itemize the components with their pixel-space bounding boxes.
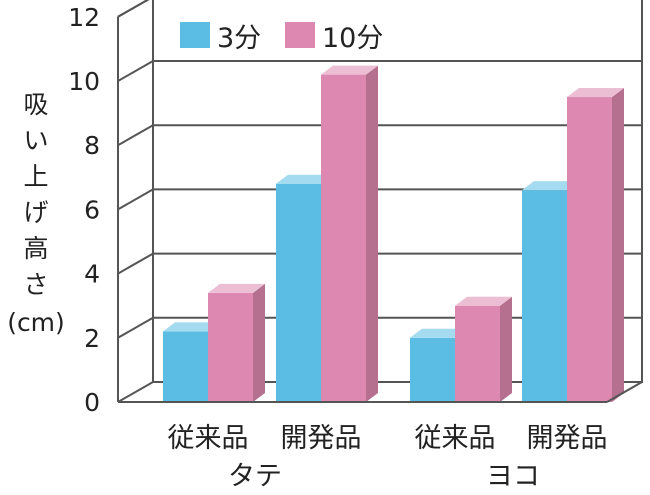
grid-depth-line bbox=[117, 381, 154, 403]
x-category-label: 開発品 bbox=[281, 423, 362, 454]
grid-depth-line bbox=[117, 316, 154, 339]
grid-depth-line bbox=[117, 252, 154, 275]
y-axis-top-depth bbox=[117, 0, 150, 18]
grid-depth-line bbox=[117, 124, 154, 147]
bar-10min-3 bbox=[567, 88, 624, 403]
y-tick-label: 4 bbox=[84, 260, 100, 289]
x-category-label: 開発品 bbox=[527, 423, 608, 454]
y-tick-label: 6 bbox=[84, 195, 100, 224]
y-tick-label: 10 bbox=[68, 67, 100, 96]
y-tick-label: 0 bbox=[84, 388, 100, 417]
grid-depth-line bbox=[117, 60, 154, 82]
legend: 3分 10分 bbox=[180, 22, 383, 54]
y-tick-label: 2 bbox=[84, 324, 100, 353]
x-group-label: タテ bbox=[228, 461, 282, 492]
x-group-label: ヨコ bbox=[486, 461, 540, 492]
x-category-label: 従来品 bbox=[168, 423, 249, 454]
legend-label-10min: 10分 bbox=[322, 23, 383, 54]
bar-10min-2 bbox=[455, 296, 512, 402]
bars bbox=[163, 65, 624, 403]
bar-10min-0 bbox=[208, 283, 265, 402]
x-axis-right-depth bbox=[606, 381, 643, 403]
axes bbox=[117, 0, 643, 403]
bar-10min-1 bbox=[321, 65, 378, 402]
y-tick-label: 8 bbox=[84, 131, 100, 160]
legend-label-3min: 3分 bbox=[217, 23, 261, 54]
legend-swatch-10min bbox=[285, 22, 315, 48]
x-category-label: 従来品 bbox=[415, 423, 496, 454]
grid-depth-line bbox=[117, 188, 154, 211]
y-tick-label: 12 bbox=[68, 3, 100, 32]
y-axis-label: 吸い上げ高さ(cm) bbox=[7, 90, 65, 337]
legend-swatch-3min bbox=[180, 22, 210, 48]
